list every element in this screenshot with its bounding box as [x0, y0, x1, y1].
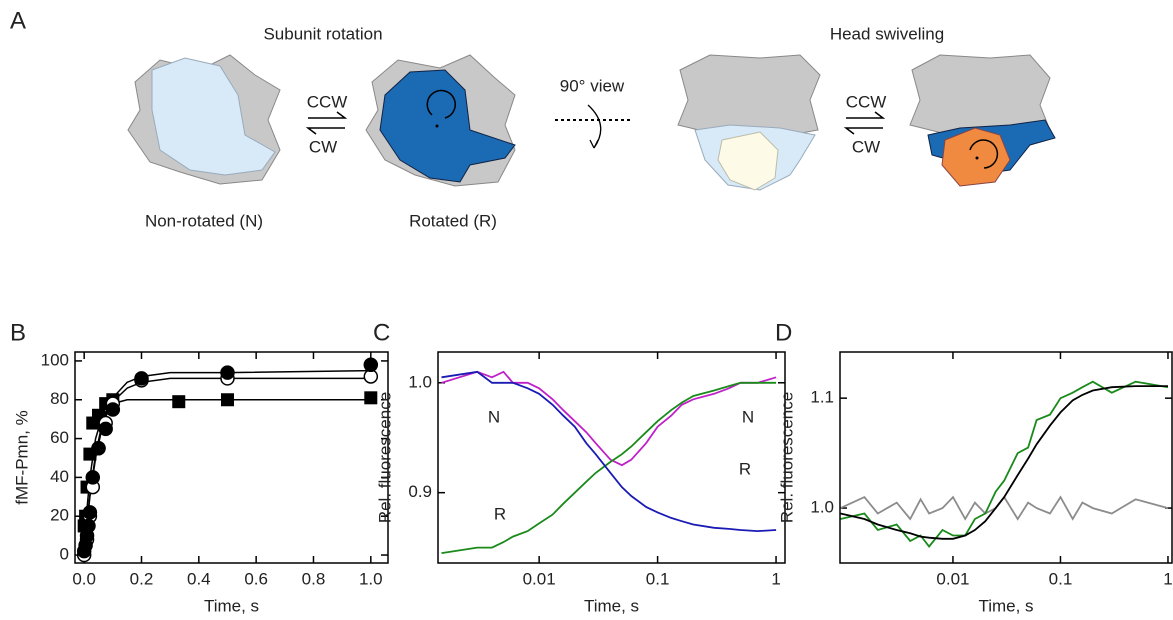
- title: Subunit rotation: [263, 24, 382, 43]
- x-axis-label: Time, s: [584, 596, 639, 615]
- view-arrow: [587, 104, 602, 149]
- x-tick-label: 0.4: [187, 569, 211, 588]
- pivot: [435, 124, 439, 128]
- chart: B Time, s fMF-Pmn, % 0.0 0.2 0.4 0.6 0.8 1.0 0 20 4…: [10, 319, 389, 615]
- label: 90° view: [560, 76, 625, 95]
- x-tick-label: 1.0: [359, 569, 383, 588]
- annotation: R: [494, 504, 506, 523]
- equilibrium-arrow: [843, 111, 886, 135]
- y-axis-label: Rel. fluorescence: [375, 392, 394, 523]
- label: CW: [309, 137, 337, 156]
- y-tick-label: 1.0: [810, 498, 834, 517]
- state-label: Rotated (R): [409, 211, 497, 230]
- y-tick-label: 1.1: [810, 388, 834, 407]
- x-axis-label: Time, s: [978, 596, 1033, 615]
- panel-label: B: [10, 319, 26, 346]
- panel-label: D: [775, 319, 792, 346]
- square-marker: [364, 391, 378, 405]
- trace: [441, 370, 777, 533]
- annotation: N: [742, 407, 754, 426]
- trace: [840, 380, 1169, 548]
- annotation: N: [488, 407, 500, 426]
- circle-marker: [105, 402, 121, 417]
- circle-marker: [363, 357, 379, 373]
- panel-label: A: [10, 7, 26, 34]
- circle-marker: [98, 421, 113, 437]
- x-tick-label: 0.0: [72, 569, 96, 588]
- trace: [840, 385, 1168, 540]
- y-tick-label: 60: [50, 428, 69, 447]
- y-tick-label: 100: [41, 350, 69, 369]
- chart: C Time, s Rel. fluorescence 0.01 0.1 1 0.9 1.0 N…: [373, 319, 786, 615]
- x-tick-label: 0.2: [130, 569, 154, 588]
- x-tick-label: 0.01: [523, 569, 556, 588]
- head-shape: [909, 54, 1051, 136]
- plot-frame: [839, 351, 1173, 564]
- y-tick-label: 0: [60, 545, 69, 564]
- circle-marker: [134, 371, 149, 386]
- pivot: [975, 156, 979, 160]
- y-tick-label: 40: [50, 467, 69, 486]
- rotation-arrow: [426, 89, 457, 119]
- square-marker: [220, 393, 234, 407]
- circle-marker: [81, 518, 96, 534]
- head-shape: [717, 131, 779, 191]
- square-marker: [172, 395, 186, 409]
- y-tick-label: 1.0: [408, 372, 432, 391]
- panel-label: C: [373, 319, 390, 346]
- label: CCW: [307, 92, 348, 111]
- equilibrium-arrow: [305, 111, 348, 135]
- rotation-arrow: [969, 139, 999, 169]
- plot-frame: [437, 351, 786, 564]
- y-tick-label: 20: [50, 506, 69, 525]
- title: Head swiveling: [830, 24, 944, 43]
- annotation: R: [739, 459, 751, 478]
- label: CW: [852, 137, 880, 156]
- y-axis-label: fMF-Pmn, %: [12, 410, 31, 504]
- x-tick-label: 0.6: [244, 569, 268, 588]
- panel-a: A Subunit rotation Head swiveling CCW CW…: [10, 7, 1056, 230]
- x-tick-label: 0.1: [646, 569, 670, 588]
- trace: [840, 495, 1169, 521]
- x-tick-label: 0.1: [1049, 569, 1073, 588]
- trace: [441, 381, 777, 554]
- circle-marker: [82, 505, 98, 520]
- chart: D Time, s Rel. fluorescence 0.01 0.1 1 1.0 1.1: [775, 319, 1173, 615]
- x-tick-label: 1: [771, 569, 780, 588]
- circle-marker: [91, 441, 106, 456]
- y-axis-label: Rel. fluorescence: [777, 392, 796, 523]
- state-label: Non-rotated (N): [145, 211, 263, 230]
- x-tick-label: 0.01: [936, 569, 969, 588]
- x-tick-label: 1: [1163, 569, 1172, 588]
- x-tick-label: 0.8: [302, 569, 326, 588]
- y-tick-label: 0.9: [408, 482, 432, 501]
- head-shape: [677, 54, 821, 136]
- circle-marker: [85, 470, 101, 485]
- label: CCW: [846, 92, 887, 111]
- plot-frame: [74, 351, 389, 564]
- subunit-shape: [151, 57, 276, 176]
- x-axis-label: Time, s: [204, 596, 259, 615]
- trace: [83, 399, 371, 556]
- y-tick-label: 80: [50, 389, 69, 408]
- subunit-shape: [379, 69, 516, 183]
- circle-marker: [220, 365, 235, 380]
